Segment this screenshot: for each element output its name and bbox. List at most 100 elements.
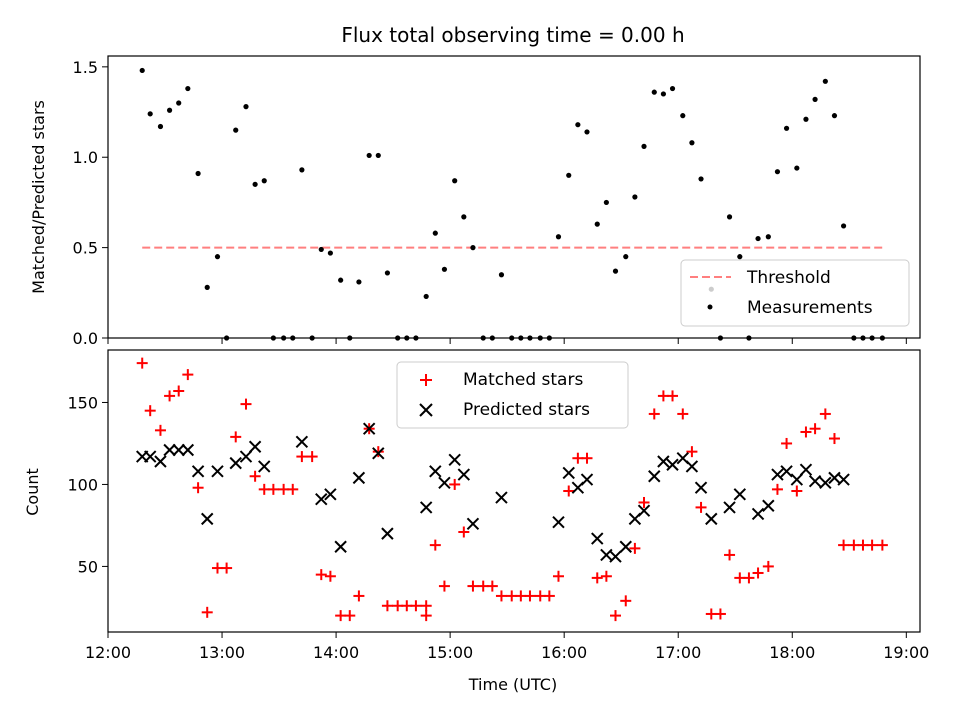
measurement-point <box>594 221 600 227</box>
measurement-point <box>555 234 562 240</box>
matched-stars-point <box>695 501 707 513</box>
top-frame <box>107 55 921 339</box>
predicted-stars-point <box>666 458 679 471</box>
matched-stars-point <box>182 369 194 381</box>
legend-threshold-label: Threshold <box>746 268 831 288</box>
matched-stars-point <box>610 610 621 622</box>
measurement-point <box>612 268 619 274</box>
predicted-stars-point <box>637 504 651 517</box>
matched-stars-point <box>686 446 698 458</box>
matched-stars-point <box>600 570 612 582</box>
matched-stars-point <box>344 610 356 622</box>
matched-stars-point <box>620 595 632 607</box>
measurement-point <box>498 272 505 278</box>
matched-stars-point <box>410 600 422 612</box>
xtick-label: 18:00 <box>769 643 815 662</box>
measurement-point <box>432 230 438 236</box>
top-axes: 0.0 0.5 1.0 1.5 <box>73 58 907 348</box>
predicted-stars-point <box>362 422 376 435</box>
measurement-point <box>147 111 153 117</box>
matched-stars-point <box>828 433 840 445</box>
measurement-point <box>318 246 324 253</box>
matched-stars-point <box>221 562 233 574</box>
matched-stars-point <box>743 572 755 584</box>
matched-stars-point <box>809 423 821 435</box>
matched-stars-point <box>173 385 185 397</box>
matched-stars-point <box>467 580 479 592</box>
matched-stars-point <box>381 600 393 612</box>
predicted-stars-point <box>457 468 471 481</box>
predicted-stars-point <box>685 460 699 473</box>
measurement-point <box>660 91 666 97</box>
predicted-stars-point <box>723 501 736 514</box>
legend-predicted-swatch <box>419 403 433 417</box>
measurement-point <box>755 235 761 242</box>
predicted-stars-point <box>657 455 670 468</box>
measurement-point <box>698 176 704 182</box>
measurement-point <box>261 178 267 184</box>
matched-stars-point <box>752 567 764 579</box>
measurement-point <box>243 104 249 110</box>
xtick-label: 13:00 <box>199 643 245 662</box>
matched-stars-point <box>524 590 536 602</box>
predicted-stars-point <box>381 527 394 540</box>
measurement-point <box>651 89 657 95</box>
legend-matched-swatch <box>420 374 432 386</box>
matched-stars-point <box>648 408 660 420</box>
bottom-xlabel: Time (UTC) <box>468 675 557 694</box>
measurement-point <box>366 152 372 159</box>
predicted-stars-point <box>466 517 480 530</box>
legend-matched-label: Matched stars <box>463 370 583 390</box>
legend-measurements-label: Measurements <box>747 298 873 318</box>
predicted-stars-point <box>352 471 366 485</box>
matched-stars-point <box>667 390 679 402</box>
matched-stars-point <box>420 610 432 622</box>
predicted-stars-point <box>648 470 661 483</box>
predicted-stars-point <box>619 540 632 553</box>
predicted-stars-point <box>808 474 822 488</box>
predicted-stars-point <box>552 515 565 529</box>
matched-stars-point <box>240 398 252 410</box>
predicted-stars-point <box>438 476 451 490</box>
matched-stars-point <box>458 526 470 538</box>
measurement-point <box>185 85 191 92</box>
matched-stars-point <box>838 539 850 551</box>
matched-stars-point <box>629 542 641 554</box>
matched-stars-point <box>192 482 204 494</box>
measurement-point <box>632 194 638 200</box>
matched-stars-point <box>267 483 279 495</box>
predicted-stars-point <box>495 491 508 504</box>
measurement-point <box>233 127 239 133</box>
predicted-stars-point <box>334 540 347 553</box>
measurement-point <box>840 223 847 229</box>
predicted-stars-point <box>733 488 747 501</box>
matched-stars-point <box>638 496 650 508</box>
ytick-label: 0.5 <box>73 239 98 258</box>
predicted-stars-point <box>837 473 850 486</box>
matched-stars-point <box>429 539 441 551</box>
measurement-point <box>176 100 182 106</box>
matched-stars-point <box>438 580 450 592</box>
top-legend: Threshold Measurements <box>680 259 910 327</box>
bottom-marks <box>136 357 888 622</box>
xtick-label: 16:00 <box>541 643 587 662</box>
predicted-stars-point <box>790 473 804 486</box>
matched-stars-point <box>677 408 689 420</box>
predicted-stars-point <box>609 550 622 563</box>
measurement-point <box>375 152 381 159</box>
predicted-stars-point <box>762 499 775 512</box>
matched-stars-point <box>781 437 793 449</box>
predicted-stars-point <box>315 492 328 506</box>
xtick-label: 17:00 <box>655 643 701 662</box>
measurement-point <box>575 122 581 128</box>
predicted-stars-point <box>143 450 157 463</box>
predicted-stars-point <box>154 455 167 468</box>
matched-stars-point <box>591 572 603 584</box>
matched-stars-point <box>876 539 888 551</box>
bottom-legend-box <box>396 361 629 429</box>
matched-stars-point <box>296 451 308 463</box>
matched-stars-point <box>249 470 261 482</box>
xtick-label: 15:00 <box>427 643 473 662</box>
predicted-stars-point <box>191 465 205 478</box>
measurement-point <box>689 140 695 146</box>
